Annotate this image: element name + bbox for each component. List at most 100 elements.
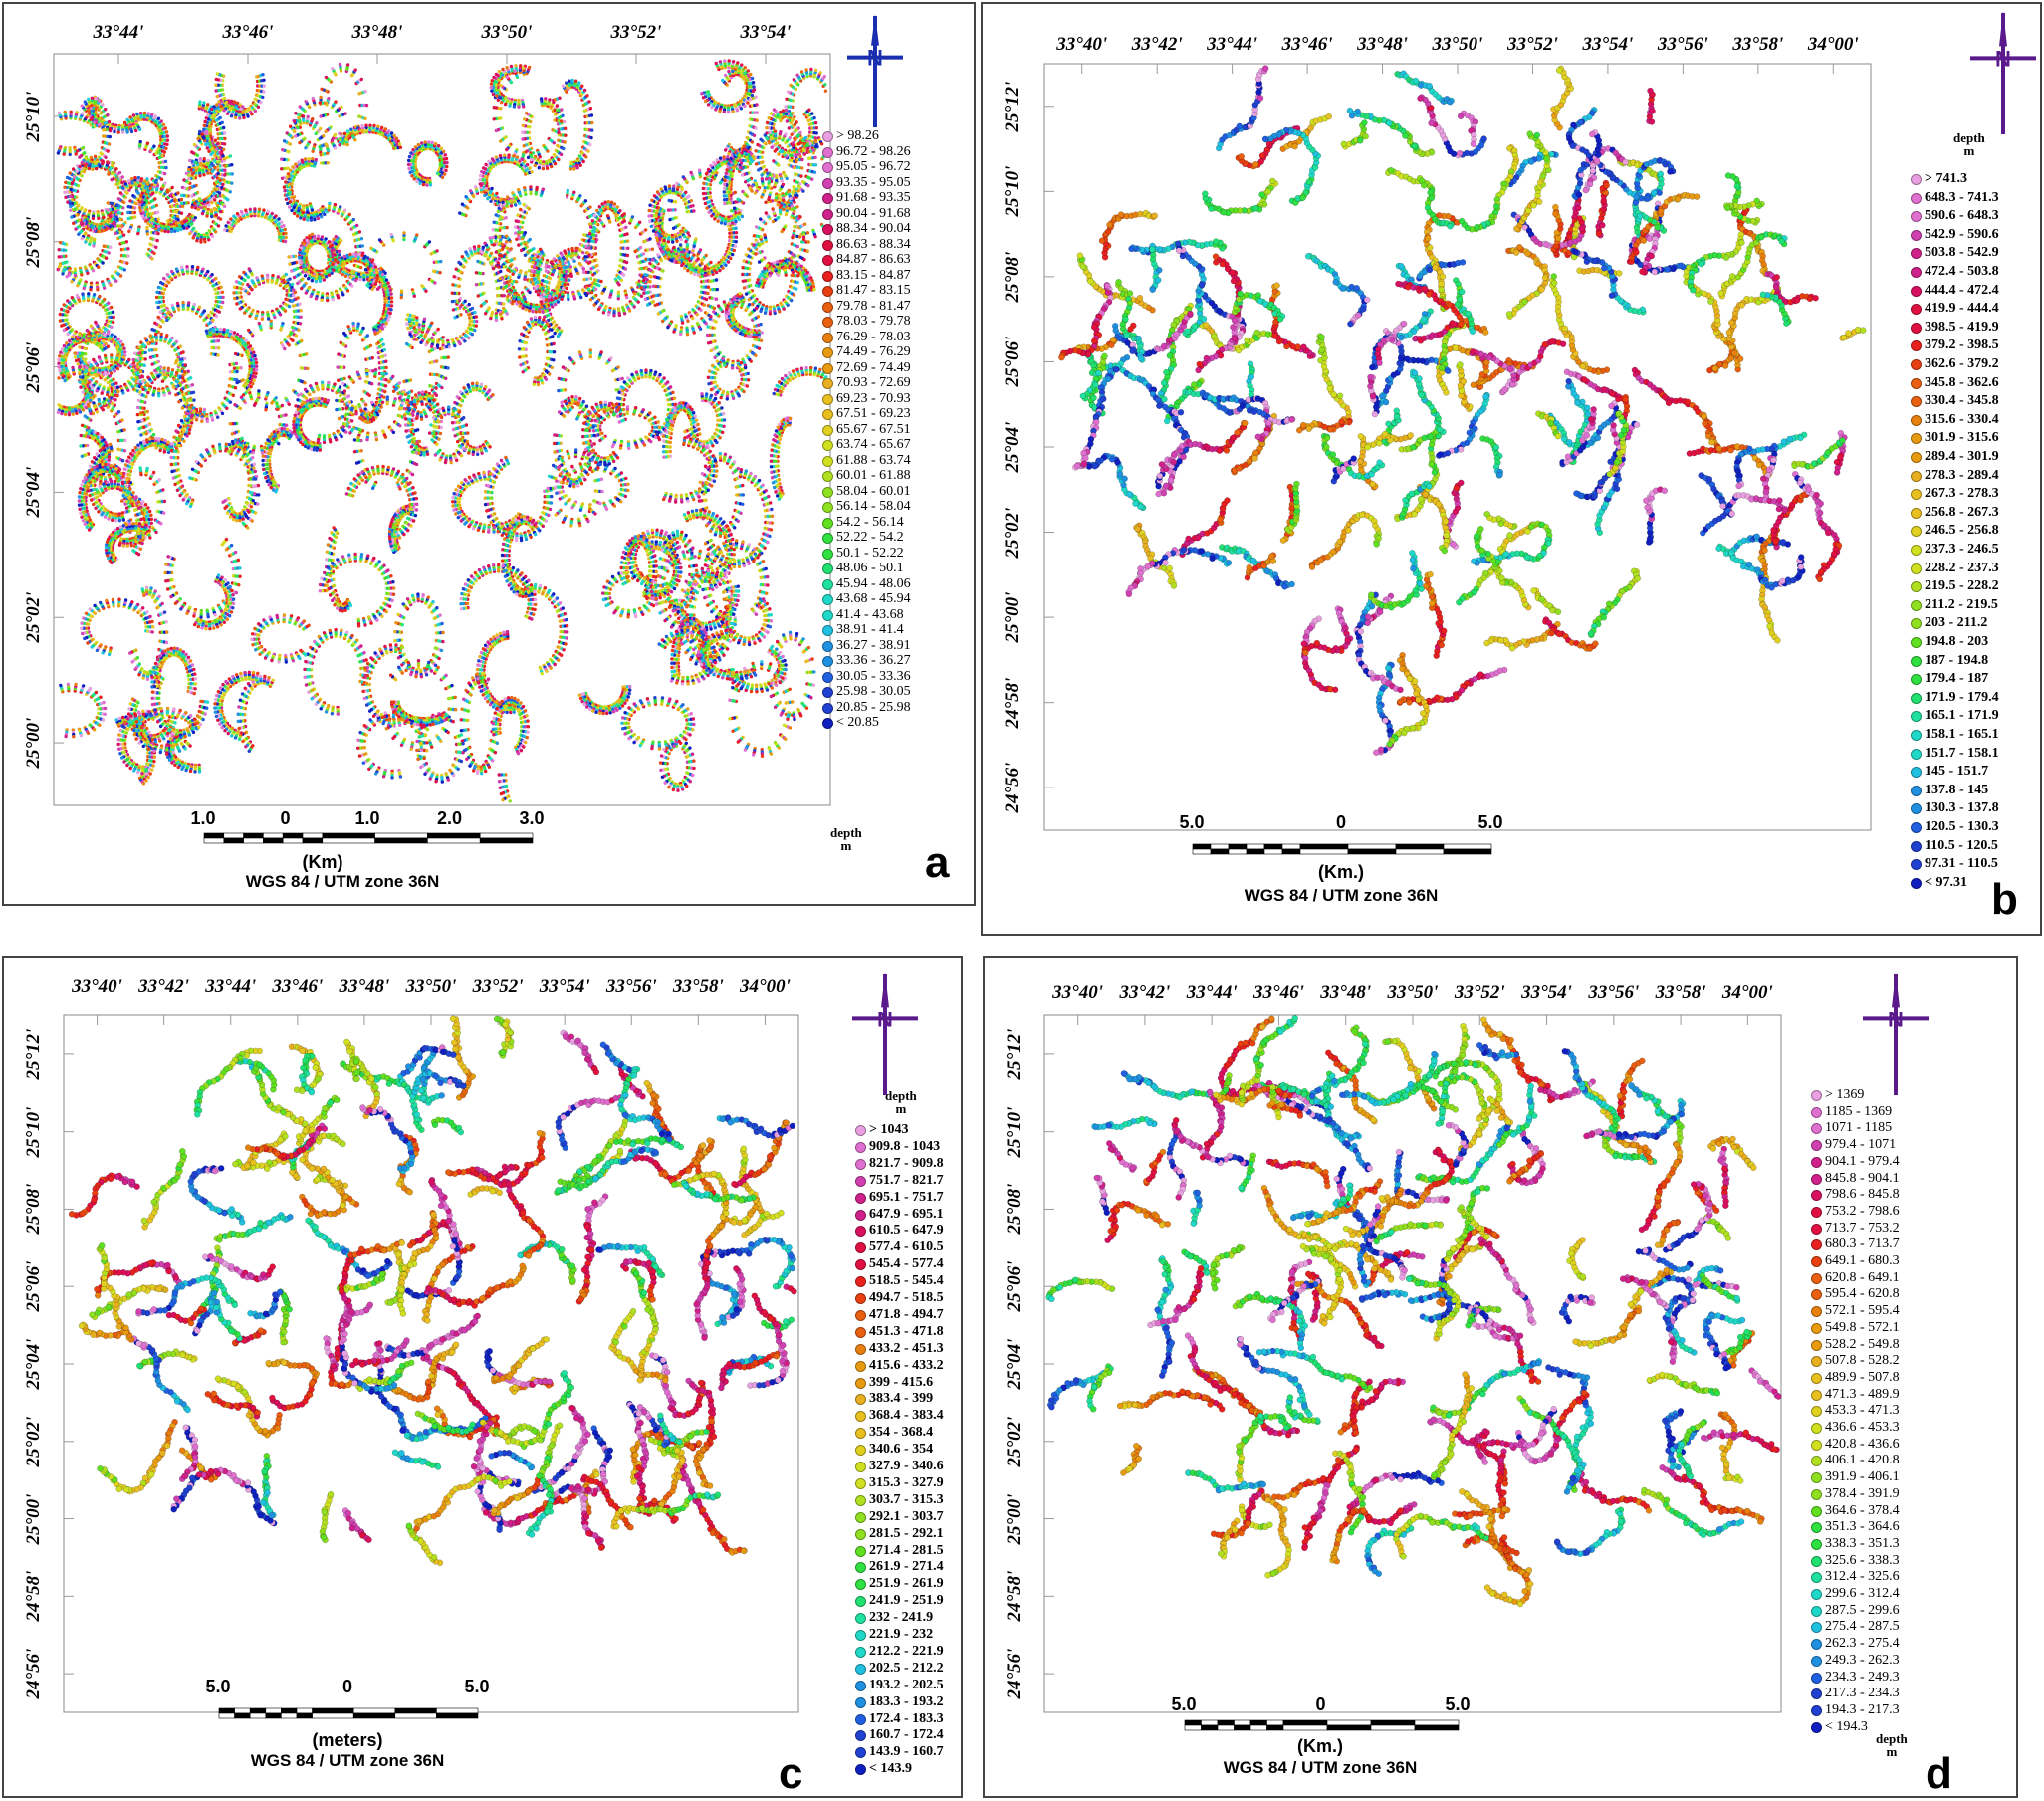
data-point bbox=[301, 159, 304, 162]
data-point bbox=[565, 287, 568, 290]
data-point bbox=[451, 496, 454, 499]
data-point bbox=[507, 528, 510, 531]
data-point bbox=[285, 273, 288, 276]
data-point bbox=[139, 433, 142, 436]
data-point bbox=[788, 371, 791, 374]
data-point bbox=[721, 431, 724, 434]
data-point bbox=[406, 327, 409, 330]
data-point bbox=[612, 314, 615, 317]
data-point bbox=[550, 261, 553, 264]
data-point bbox=[505, 533, 508, 536]
data-point bbox=[195, 460, 198, 463]
data-point bbox=[445, 165, 448, 168]
data-point bbox=[628, 309, 631, 312]
data-point bbox=[710, 610, 713, 613]
data-point bbox=[373, 651, 376, 654]
data-point bbox=[464, 689, 467, 692]
data-point bbox=[482, 693, 485, 696]
data-point bbox=[484, 644, 487, 647]
data-point bbox=[667, 208, 670, 211]
data-point bbox=[578, 350, 581, 353]
data-point bbox=[640, 295, 643, 298]
data-point bbox=[502, 543, 505, 546]
data-points bbox=[57, 59, 828, 802]
data-point bbox=[471, 333, 474, 336]
data-point bbox=[99, 696, 102, 699]
data-point bbox=[464, 582, 467, 585]
data-point bbox=[530, 592, 533, 595]
data-point bbox=[221, 183, 224, 186]
data-point bbox=[784, 374, 787, 377]
data-point bbox=[482, 566, 485, 569]
data-point bbox=[487, 515, 490, 518]
data-point bbox=[464, 300, 467, 303]
data-point bbox=[516, 568, 519, 571]
data-point bbox=[501, 534, 504, 537]
data-point bbox=[769, 312, 772, 315]
data-point bbox=[724, 453, 727, 456]
data-point bbox=[560, 401, 563, 404]
data-point bbox=[242, 271, 245, 274]
data-point bbox=[254, 511, 257, 514]
data-point bbox=[493, 526, 496, 529]
data-point bbox=[508, 583, 511, 586]
data-point bbox=[338, 250, 341, 253]
data-point bbox=[437, 438, 440, 441]
data-point bbox=[700, 392, 703, 395]
data-point bbox=[550, 667, 553, 670]
data-point bbox=[737, 520, 740, 523]
data-point bbox=[784, 738, 787, 741]
data-point bbox=[729, 540, 732, 543]
data-point bbox=[668, 218, 671, 221]
data-point bbox=[467, 525, 470, 528]
data-point bbox=[480, 772, 483, 775]
data-point bbox=[705, 524, 708, 527]
data-point bbox=[540, 300, 543, 303]
data-point bbox=[136, 420, 139, 423]
data-point bbox=[440, 147, 443, 150]
data-point bbox=[311, 157, 314, 160]
data-point bbox=[560, 252, 563, 255]
data-point bbox=[429, 183, 432, 186]
data-point bbox=[422, 183, 425, 186]
data-point bbox=[541, 279, 544, 282]
data-point bbox=[566, 630, 568, 633]
data-point bbox=[364, 480, 367, 483]
data-point bbox=[520, 539, 523, 542]
data-point bbox=[409, 151, 412, 154]
data-point bbox=[356, 371, 359, 374]
data-point bbox=[476, 663, 479, 666]
data-point bbox=[440, 426, 443, 429]
data-point bbox=[549, 508, 552, 511]
data-point bbox=[500, 792, 503, 795]
data-point bbox=[478, 685, 481, 688]
data-point bbox=[722, 425, 725, 428]
data-point bbox=[484, 770, 487, 773]
data-point bbox=[198, 130, 201, 133]
data-point bbox=[484, 490, 487, 493]
data-point bbox=[539, 584, 542, 587]
data-point bbox=[618, 314, 621, 317]
data-point bbox=[297, 329, 300, 332]
data-point bbox=[486, 640, 489, 643]
data-point bbox=[557, 389, 560, 392]
data-point bbox=[547, 265, 550, 268]
data-point bbox=[498, 780, 501, 783]
data-point bbox=[451, 500, 454, 503]
data-point bbox=[766, 575, 769, 578]
data-point bbox=[104, 707, 107, 710]
data-point bbox=[626, 615, 629, 618]
data-point bbox=[459, 602, 462, 605]
data-point bbox=[728, 699, 731, 702]
data-point bbox=[533, 590, 536, 593]
data-point bbox=[579, 462, 582, 465]
data-point bbox=[398, 381, 401, 384]
data-point bbox=[741, 484, 744, 487]
data-point bbox=[568, 279, 570, 282]
data-point bbox=[235, 302, 238, 305]
data-point bbox=[434, 780, 437, 783]
data-point bbox=[521, 307, 524, 310]
data-point bbox=[217, 339, 220, 342]
data-point bbox=[398, 724, 401, 727]
data-point bbox=[514, 518, 517, 521]
